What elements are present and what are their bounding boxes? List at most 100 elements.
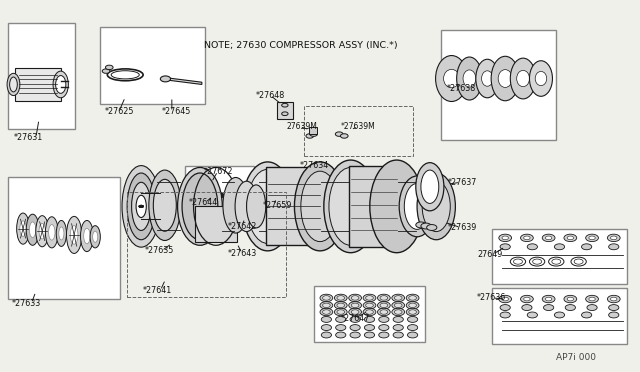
Bar: [442, 31, 556, 140]
Circle shape: [378, 308, 390, 316]
Ellipse shape: [154, 179, 176, 231]
Circle shape: [524, 236, 530, 240]
Text: *27644: *27644: [189, 198, 218, 207]
Circle shape: [587, 305, 597, 311]
Circle shape: [567, 236, 573, 240]
Circle shape: [607, 295, 620, 303]
Circle shape: [351, 303, 359, 308]
Ellipse shape: [139, 205, 144, 208]
Ellipse shape: [516, 70, 529, 87]
Circle shape: [527, 312, 538, 318]
Circle shape: [543, 305, 554, 311]
Ellipse shape: [45, 217, 58, 248]
Ellipse shape: [59, 227, 64, 240]
Circle shape: [500, 305, 510, 311]
Ellipse shape: [476, 59, 499, 98]
Circle shape: [335, 332, 346, 338]
Bar: [309, 127, 317, 134]
Ellipse shape: [29, 222, 36, 237]
Ellipse shape: [136, 195, 147, 218]
Circle shape: [545, 297, 552, 301]
Circle shape: [408, 332, 418, 338]
Circle shape: [334, 294, 347, 302]
Circle shape: [379, 317, 389, 323]
Circle shape: [564, 234, 577, 241]
Circle shape: [365, 296, 373, 300]
Circle shape: [582, 312, 592, 318]
Circle shape: [349, 302, 362, 309]
Ellipse shape: [294, 162, 346, 251]
Text: *27645: *27645: [162, 108, 191, 116]
Circle shape: [320, 294, 333, 302]
Polygon shape: [167, 78, 202, 84]
Circle shape: [334, 302, 347, 309]
Circle shape: [365, 310, 373, 314]
Ellipse shape: [56, 76, 66, 93]
Ellipse shape: [421, 170, 439, 203]
Circle shape: [427, 225, 437, 231]
Ellipse shape: [139, 205, 144, 208]
Circle shape: [320, 302, 333, 309]
Circle shape: [554, 244, 564, 250]
Ellipse shape: [56, 221, 67, 246]
Circle shape: [378, 294, 390, 302]
Circle shape: [350, 317, 360, 323]
Circle shape: [349, 294, 362, 302]
Circle shape: [408, 325, 418, 331]
Circle shape: [392, 294, 404, 302]
Circle shape: [394, 296, 402, 300]
Ellipse shape: [370, 160, 424, 253]
Ellipse shape: [177, 167, 222, 245]
Circle shape: [378, 302, 390, 309]
Circle shape: [406, 294, 419, 302]
Circle shape: [520, 295, 533, 303]
Circle shape: [379, 332, 389, 338]
Ellipse shape: [36, 216, 49, 247]
Ellipse shape: [481, 71, 493, 86]
Circle shape: [567, 297, 573, 301]
Circle shape: [337, 303, 344, 308]
Ellipse shape: [247, 169, 288, 243]
Circle shape: [337, 310, 344, 314]
Text: *27631: *27631: [13, 133, 43, 142]
Circle shape: [499, 295, 511, 303]
Circle shape: [564, 295, 577, 303]
Circle shape: [409, 296, 417, 300]
Circle shape: [524, 297, 530, 301]
Circle shape: [380, 296, 388, 300]
Ellipse shape: [49, 225, 55, 240]
Circle shape: [527, 244, 538, 250]
Text: *27643: *27643: [227, 249, 257, 258]
Text: *27636: *27636: [477, 294, 506, 302]
Text: *27672: *27672: [204, 167, 233, 176]
Circle shape: [394, 310, 402, 314]
Bar: [184, 166, 253, 223]
Ellipse shape: [39, 224, 45, 239]
Circle shape: [582, 244, 592, 250]
Circle shape: [380, 303, 388, 308]
Circle shape: [323, 310, 330, 314]
Circle shape: [392, 302, 404, 309]
Circle shape: [364, 325, 374, 331]
Text: *27637: *27637: [448, 178, 477, 187]
Ellipse shape: [491, 56, 519, 101]
Ellipse shape: [498, 70, 512, 87]
Circle shape: [565, 305, 575, 311]
Bar: [304, 106, 413, 156]
Circle shape: [611, 236, 617, 240]
Circle shape: [335, 325, 346, 331]
Circle shape: [365, 303, 373, 308]
Ellipse shape: [93, 231, 98, 242]
Circle shape: [500, 312, 510, 318]
Ellipse shape: [444, 69, 460, 88]
Text: NOTE; 27630 COMPRESSOR ASSY (INC.*): NOTE; 27630 COMPRESSOR ASSY (INC.*): [204, 41, 397, 51]
Text: 27649: 27649: [477, 250, 502, 259]
Circle shape: [349, 308, 362, 316]
Bar: [8, 23, 76, 129]
Bar: [276, 102, 292, 119]
Ellipse shape: [329, 167, 372, 245]
Bar: [15, 68, 61, 101]
Ellipse shape: [139, 205, 144, 208]
Ellipse shape: [535, 71, 547, 86]
Ellipse shape: [132, 182, 151, 231]
